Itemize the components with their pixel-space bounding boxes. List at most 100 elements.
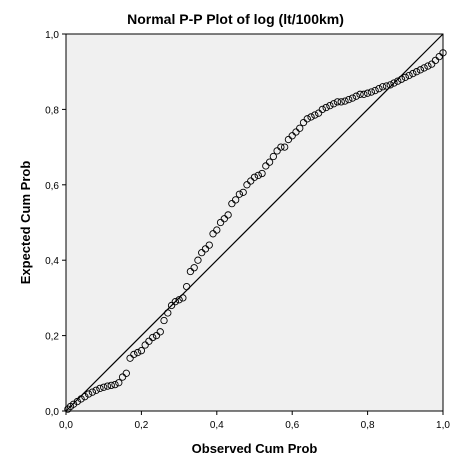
data-point-marker [133, 348, 142, 357]
data-point-marker [420, 64, 428, 72]
data-point-marker [84, 390, 93, 398]
data-point-marker [235, 190, 244, 198]
x-tick-label: 0,0 [59, 420, 73, 431]
data-point-marker [145, 337, 153, 345]
data-point-marker [397, 75, 406, 83]
data-point-marker [405, 71, 413, 80]
data-point-marker [254, 171, 262, 180]
data-point-marker [382, 82, 391, 90]
y-tick-label: 1,0 [45, 30, 59, 41]
y-tick-label: 0,2 [45, 332, 59, 343]
data-point-marker [322, 103, 330, 112]
x-axis-title: Observed Cum Prob [192, 441, 318, 456]
reference-line-layer [65, 33, 444, 412]
data-point-marker [401, 73, 409, 82]
data-point-marker [337, 98, 345, 106]
data-point-marker [205, 241, 213, 249]
data-point-marker [216, 218, 225, 227]
data-point-marker [239, 188, 247, 196]
data-point-marker [303, 115, 311, 123]
data-point-marker [107, 381, 115, 390]
data-point-marker [363, 89, 372, 97]
data-point-marker [409, 69, 417, 78]
data-point-marker [100, 383, 108, 391]
data-point-marker [69, 400, 78, 408]
data-point-marker [220, 215, 228, 223]
points-layer [64, 49, 447, 413]
data-point-marker [175, 296, 183, 304]
data-point-marker [156, 328, 164, 336]
data-point-marker [371, 86, 379, 95]
data-point-marker [160, 316, 168, 325]
data-point-marker [179, 294, 187, 302]
data-point-marker [92, 386, 100, 394]
data-point-marker [273, 147, 281, 155]
data-point-marker [141, 341, 149, 349]
data-point-marker [348, 94, 357, 102]
data-point-marker [284, 135, 293, 144]
data-point-marker [73, 397, 81, 406]
data-point-marker [424, 62, 432, 70]
data-point-marker [281, 143, 289, 151]
data-point-marker [333, 98, 342, 106]
ticks-layer: 0,0 0,2 0,4 0,6 0,8 1,0 0,0 0,2 0,4 0,6 0,8 1,0 [45, 30, 450, 431]
data-point-marker [149, 333, 157, 342]
chart-title: Normal P-P Plot of log (lt/100km) [127, 11, 344, 27]
data-point-marker [326, 101, 334, 110]
data-point-marker [435, 52, 443, 61]
data-point-marker [198, 249, 206, 257]
data-point-marker [247, 177, 255, 185]
data-point-marker [118, 373, 127, 381]
y-tick-label: 0,6 [45, 181, 59, 192]
data-point-marker [137, 347, 146, 355]
data-point-marker [296, 124, 304, 132]
data-point-marker [360, 90, 368, 98]
data-point-marker [269, 152, 277, 161]
data-point-marker [115, 379, 123, 387]
data-point-marker [209, 230, 217, 238]
data-point-marker [88, 388, 97, 396]
data-point-marker [190, 264, 198, 272]
data-point-marker [126, 354, 134, 362]
data-point-marker [171, 298, 179, 306]
x-tick-label: 0,4 [210, 420, 224, 431]
data-point-marker [345, 95, 353, 104]
data-point-marker [96, 384, 104, 393]
x-tick-label: 0,8 [361, 420, 375, 431]
data-point-marker [167, 301, 176, 310]
x-tick-label: 1,0 [436, 420, 450, 431]
data-point-marker [164, 309, 172, 317]
data-point-marker [186, 267, 195, 276]
data-point-marker [375, 85, 383, 93]
data-point-marker [231, 196, 240, 204]
y-tick-label: 0,0 [45, 407, 59, 418]
data-point-marker [81, 393, 89, 401]
data-point-marker [152, 331, 161, 340]
data-point-marker [258, 169, 266, 178]
data-point-marker [122, 369, 130, 377]
data-point-marker [416, 66, 425, 74]
data-point-marker [182, 282, 191, 291]
data-point-marker [394, 77, 402, 85]
data-point-marker [439, 49, 447, 57]
data-point-marker [265, 158, 274, 166]
data-point-marker [103, 382, 112, 390]
data-point-marker [318, 105, 327, 114]
reference-diagonal-line [65, 33, 444, 412]
data-point-marker [356, 90, 364, 98]
data-point-marker [262, 162, 270, 170]
data-point-marker [341, 97, 349, 105]
y-tick-label: 0,4 [45, 256, 59, 267]
data-point-marker [367, 88, 376, 96]
data-point-marker [352, 92, 360, 100]
data-point-marker [311, 111, 319, 119]
data-point-marker [307, 113, 315, 121]
data-point-marker [213, 226, 221, 234]
data-point-marker [250, 173, 259, 181]
data-point-marker [428, 60, 436, 68]
x-tick-label: 0,6 [285, 420, 299, 431]
data-point-marker [292, 128, 300, 136]
data-point-marker [386, 81, 394, 89]
y-axis-title: Expected Cum Prob [18, 161, 33, 285]
